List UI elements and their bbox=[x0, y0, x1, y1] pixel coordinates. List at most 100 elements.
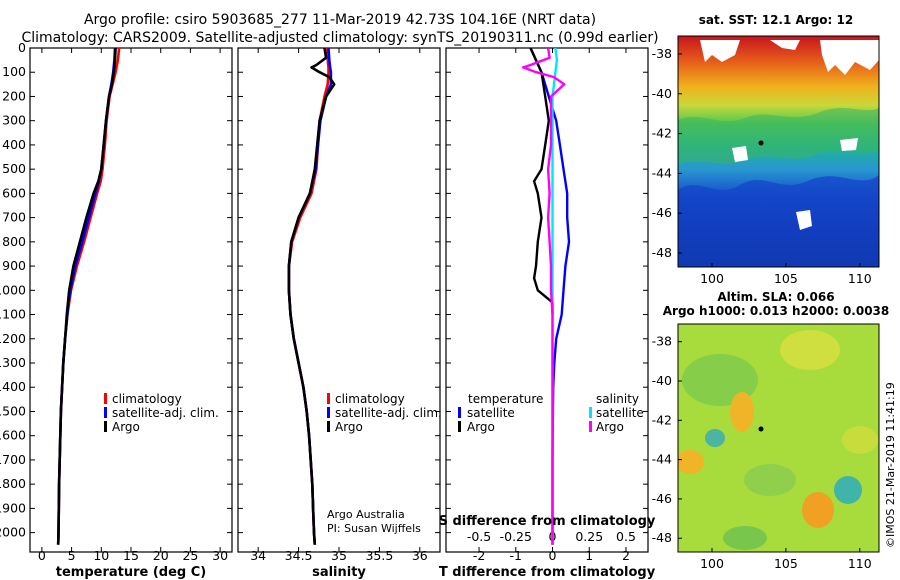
depth-tick-label: 1600 bbox=[0, 428, 26, 443]
sla-blob bbox=[730, 392, 754, 432]
legend-satellite-adj-swatch bbox=[104, 407, 107, 418]
x-tick-label: 0 bbox=[38, 548, 46, 563]
sla-map-frame bbox=[677, 323, 880, 553]
map-lon-label: 100 bbox=[700, 271, 724, 286]
depth-tick-label: 1800 bbox=[0, 476, 26, 491]
x-tick-label: 34.5 bbox=[285, 548, 313, 563]
legend-s-argo-swatch bbox=[589, 421, 592, 432]
map-lat-label: -44 bbox=[652, 452, 672, 467]
legend-argo-label: Argo bbox=[112, 420, 140, 434]
legend-t-argo-swatch bbox=[458, 421, 461, 432]
depth-tick-label: 200 bbox=[2, 88, 26, 103]
credit-line1: Argo Australia bbox=[327, 508, 405, 521]
legend-climatology-label: climatology bbox=[335, 392, 405, 406]
depth-tick-label: 1900 bbox=[0, 500, 26, 515]
map-lat-label: -46 bbox=[652, 491, 672, 506]
x-tick-label: -1 bbox=[510, 548, 522, 563]
figure-title-line1: Argo profile: csiro 5903685_277 11-Mar-2… bbox=[84, 12, 596, 28]
series-line-climatology bbox=[287, 47, 330, 545]
map-lat-label: -40 bbox=[652, 86, 672, 101]
series-line-argo bbox=[287, 47, 336, 545]
depth-tick-label: 500 bbox=[2, 161, 26, 176]
sla-blob bbox=[834, 476, 862, 504]
depth-tick-label: 1700 bbox=[0, 452, 26, 467]
legend-s-argo-label: Argo bbox=[596, 420, 624, 434]
figure-title-line2: Climatology: CARS2009. Satellite-adjuste… bbox=[21, 30, 658, 46]
x-tick-label: 10 bbox=[93, 548, 109, 563]
sst-map-title: sat. SST: 12.1 Argo: 12 bbox=[699, 13, 853, 27]
s-difference-axis-label: S difference from climatology bbox=[439, 514, 656, 529]
x-tick-label: 15 bbox=[123, 548, 139, 563]
map-lat-label: -38 bbox=[652, 46, 672, 61]
series-line-salinity-argo bbox=[521, 47, 566, 545]
map-lon-label: 105 bbox=[774, 271, 798, 286]
series-line-temperature-argo bbox=[529, 47, 554, 315]
map-lat-label: -48 bbox=[652, 245, 672, 260]
sst-y-axis: -38 -40 -42 -44 -46 -48 bbox=[652, 46, 682, 260]
temperature-x-axis: 0 5 10 15 20 25 30 bbox=[38, 48, 228, 563]
sst-map-frame bbox=[677, 35, 880, 268]
legend-satellite-adj-label: satellite-adj. clim. bbox=[112, 406, 219, 420]
sla-blob bbox=[802, 492, 834, 528]
legend-satellite-adj-swatch bbox=[327, 407, 330, 418]
salinity-panel-frame bbox=[237, 47, 441, 553]
sla-map bbox=[678, 324, 879, 552]
map-lon-label: 100 bbox=[700, 556, 724, 571]
sla-x-axis: 100 105 110 bbox=[700, 548, 872, 571]
legend-argo-swatch bbox=[327, 421, 330, 432]
sla-blob bbox=[842, 426, 878, 454]
legend-t-satellite-label: satellite bbox=[467, 406, 515, 420]
difference-series bbox=[521, 47, 571, 545]
sst-front-green bbox=[678, 108, 879, 165]
depth-tick-label: 400 bbox=[2, 137, 26, 152]
top-tick-label: -0.25 bbox=[500, 529, 532, 544]
legend-climatology-swatch bbox=[104, 393, 107, 404]
sst-map bbox=[678, 36, 879, 267]
legend-argo-swatch bbox=[104, 421, 107, 432]
sla-blob bbox=[780, 330, 840, 370]
depth-tick-label: 1100 bbox=[0, 307, 26, 322]
x-tick-label: 2 bbox=[622, 548, 630, 563]
map-lat-label: -42 bbox=[652, 412, 672, 427]
sla-map-title-line1: Altim. SLA: 0.066 bbox=[717, 290, 834, 304]
salinity-axis-label: salinity bbox=[312, 565, 366, 580]
x-tick-label: 5 bbox=[68, 548, 76, 563]
x-tick-label: 30 bbox=[212, 548, 228, 563]
sla-blob bbox=[744, 464, 796, 496]
legend-temperature-title: temperature bbox=[468, 392, 543, 406]
series-line-satellite-adj-clim- bbox=[287, 47, 333, 545]
x-tick-label: 25 bbox=[182, 548, 198, 563]
map-lat-label: -38 bbox=[652, 334, 672, 349]
x-tick-label: 20 bbox=[153, 548, 169, 563]
salinity-legend: climatology satellite-adj. clim. Argo bbox=[327, 392, 442, 434]
difference-top-axis: -0.5 -0.25 0 0.25 0.5 bbox=[467, 529, 636, 544]
depth-tick-label: 1300 bbox=[0, 355, 26, 370]
map-lat-label: -42 bbox=[652, 126, 672, 141]
credit-line2: PI: Susan Wijffels bbox=[327, 522, 421, 535]
x-tick-label: 34 bbox=[250, 548, 266, 563]
legend-s-satellite-swatch bbox=[589, 407, 592, 418]
argo-position-marker bbox=[758, 140, 764, 146]
sla-map-title-line2: Argo h1000: 0.013 h2000: 0.0038 bbox=[663, 304, 890, 318]
temperature-series bbox=[56, 47, 121, 545]
footer-stamp: ©IMOS 21-Mar-2019 11:41:19 bbox=[884, 382, 897, 548]
sla-y-axis: -38 -40 -42 -44 -46 -48 bbox=[652, 334, 682, 545]
legend-t-satellite-swatch bbox=[458, 407, 461, 418]
sla-blob bbox=[723, 526, 767, 550]
depth-tick-label: 0 bbox=[18, 40, 26, 55]
map-lat-label: -40 bbox=[652, 373, 672, 388]
legend-salinity-title: salinity bbox=[596, 392, 639, 406]
map-lat-label: -46 bbox=[652, 205, 672, 220]
depth-tick-label: 1400 bbox=[0, 379, 26, 394]
legend-climatology-label: climatology bbox=[112, 392, 182, 406]
legend-climatology-swatch bbox=[327, 393, 330, 404]
temperature-legend: climatology satellite-adj. clim. Argo bbox=[104, 392, 219, 434]
series-line-argo bbox=[56, 47, 117, 545]
depth-tick-label: 1500 bbox=[0, 403, 26, 418]
x-tick-label: 0 bbox=[549, 548, 557, 563]
salinity-x-axis: 34 34.5 35 35.5 36 bbox=[250, 48, 428, 563]
x-tick-label: -2 bbox=[473, 548, 485, 563]
depth-tick-label: 600 bbox=[2, 185, 26, 200]
map-lon-label: 110 bbox=[848, 556, 872, 571]
